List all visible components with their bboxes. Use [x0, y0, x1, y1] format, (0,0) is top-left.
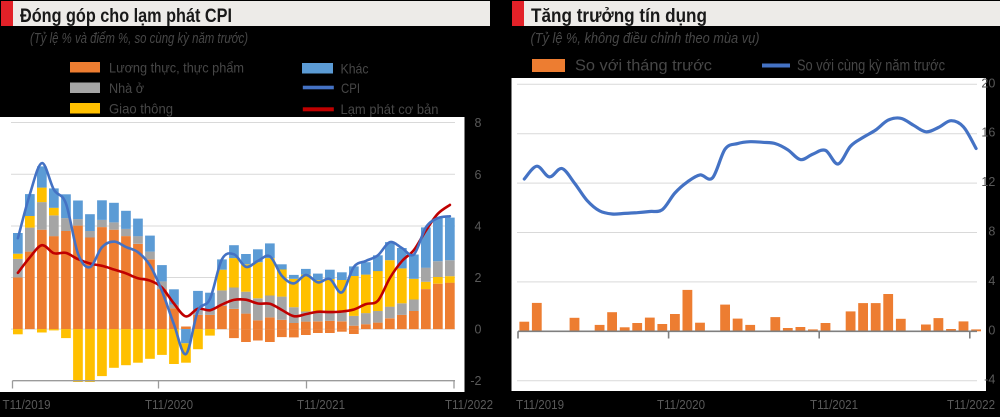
svg-text:(Tỷ lệ %, không điều chỉnh the: (Tỷ lệ %, không điều chỉnh theo mùa vụ): [531, 31, 760, 47]
svg-text:So với cùng kỳ năm trước: So với cùng kỳ năm trước: [797, 58, 945, 75]
svg-text:T11/2021: T11/2021: [297, 397, 345, 412]
svg-text:16: 16: [981, 126, 995, 140]
svg-text:T11/2021: T11/2021: [810, 397, 858, 412]
svg-text:Lạm phát cơ bản: Lạm phát cơ bản: [341, 101, 439, 117]
svg-text:T11/2019: T11/2019: [516, 397, 564, 412]
svg-text:T11/2022: T11/2022: [445, 397, 493, 412]
svg-text:Lương thực, thực phẩm: Lương thực, thực phẩm: [109, 60, 244, 76]
svg-text:2: 2: [475, 271, 482, 285]
svg-text:8: 8: [475, 116, 482, 130]
svg-text:So với tháng trước: So với tháng trước: [575, 58, 712, 75]
svg-text:T11/2022: T11/2022: [947, 397, 995, 412]
svg-text:Khác: Khác: [341, 61, 369, 77]
svg-text:(Tỷ lệ % và điểm %, so cùng kỳ: (Tỷ lệ % và điểm %, so cùng kỳ năm trước…: [30, 31, 248, 47]
svg-text:T11/2019: T11/2019: [3, 397, 51, 412]
svg-text:-2: -2: [470, 374, 481, 388]
svg-text:20: 20: [981, 76, 995, 90]
svg-text:-4: -4: [984, 373, 995, 387]
svg-text:6: 6: [475, 168, 482, 182]
svg-text:Tăng trưởng tín dụng: Tăng trưởng tín dụng: [531, 6, 707, 27]
svg-text:Giao thông: Giao thông: [109, 101, 173, 117]
svg-text:Nhà ở: Nhà ở: [109, 80, 144, 96]
svg-text:CPI: CPI: [341, 80, 360, 96]
svg-text:T11/2020: T11/2020: [145, 397, 193, 412]
svg-text:T11/2020: T11/2020: [657, 397, 705, 412]
svg-text:12: 12: [981, 175, 995, 189]
svg-text:0: 0: [988, 323, 995, 337]
svg-text:4: 4: [475, 220, 482, 234]
svg-text:Đóng góp cho lạm phát CPI: Đóng góp cho lạm phát CPI: [20, 6, 232, 27]
svg-text:8: 8: [988, 225, 995, 239]
svg-text:0: 0: [475, 323, 482, 337]
svg-text:4: 4: [988, 274, 995, 288]
